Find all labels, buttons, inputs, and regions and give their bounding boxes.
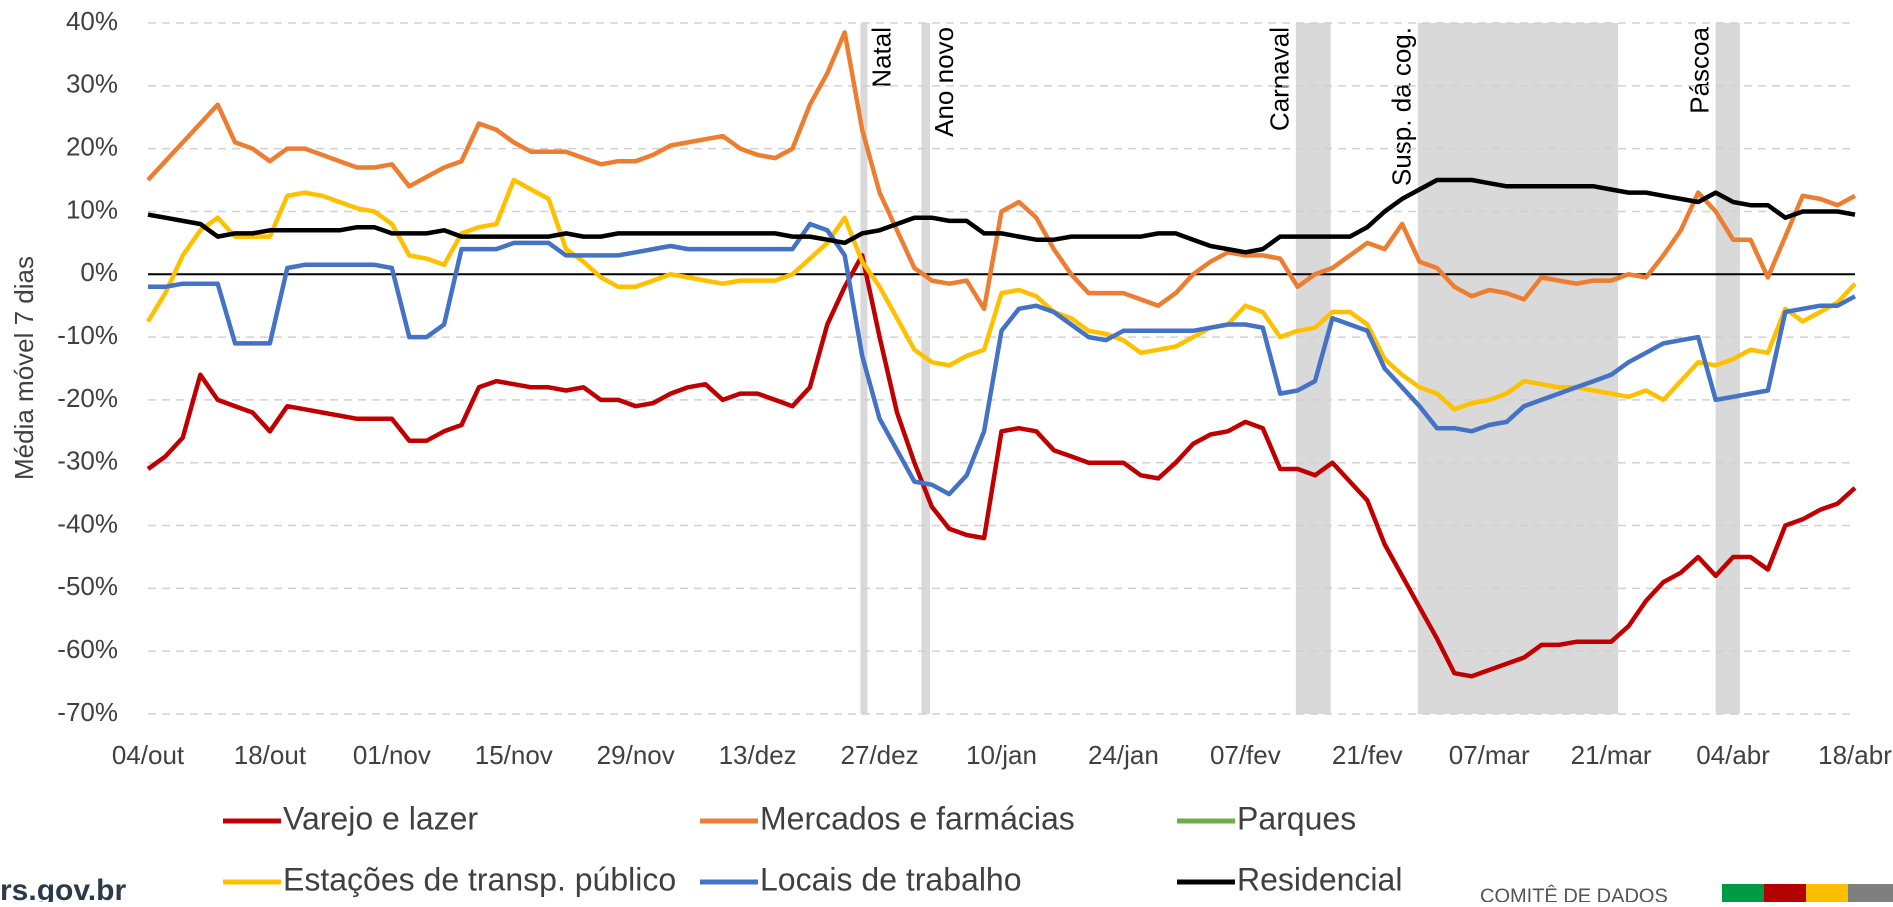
y-tick-label: -30% [57,446,118,476]
x-tick-label: 10/jan [966,740,1037,770]
event-label: Páscoa [1685,26,1715,113]
y-tick-label: 20% [66,132,118,162]
event-label: Natal [866,27,896,88]
event-label: Susp. da cog. [1387,27,1417,186]
y-tick-label: 30% [66,69,118,99]
y-tick-label: 0% [80,257,118,287]
x-tick-label: 01/nov [353,740,431,770]
y-tick-label: -20% [57,383,118,413]
x-tick-label: 07/fev [1210,740,1281,770]
series-line [146,30,1857,312]
x-tick-label: 04/abr [1696,740,1770,770]
x-tick-label: 24/jan [1088,740,1159,770]
event-band [1417,23,1619,714]
event-label: Ano novo [929,27,959,137]
logo-block [1764,884,1806,902]
y-tick-label: 40% [66,6,118,36]
legend-label: Mercados e farmácias [760,800,1075,836]
event-label: Carnaval [1265,27,1295,131]
footer-brand: COMITÊ DE DADOS [1480,884,1668,902]
legend-label: Locais de trabalho [760,861,1022,897]
event-band [1295,23,1331,714]
x-tick-label: 21/mar [1571,740,1652,770]
logo-block [1806,884,1848,902]
series-line [147,177,1856,255]
x-tick-label: 13/dez [719,740,797,770]
x-tick-label: 04/out [112,740,185,770]
y-tick-label: -40% [57,508,118,538]
series-line [148,221,1857,497]
legend-label: Parques [1237,800,1356,836]
series-line [146,253,1857,679]
x-tick-label: 27/dez [841,740,919,770]
logo-block [1722,884,1764,902]
y-tick-label: -60% [57,634,118,664]
logo-block [1848,884,1893,902]
x-tick-label: 29/nov [597,740,675,770]
x-tick-label: 18/abr [1818,740,1892,770]
y-tick-label: 10% [66,194,118,224]
event-band [1715,23,1741,714]
y-axis-label: Média móvel 7 dias [9,256,39,480]
legend-label: Varejo e lazer [283,800,478,836]
event-band [921,23,931,714]
y-tick-label: -10% [57,320,118,350]
x-tick-label: 18/out [234,740,307,770]
legend-label: Residencial [1237,861,1402,897]
y-tick-label: -70% [57,697,118,727]
legend-label: Estações de transp. público [283,861,676,897]
x-tick-label: 15/nov [475,740,553,770]
footer-site: rs.gov.br [0,874,126,902]
y-tick-label: -50% [57,571,118,601]
x-tick-label: 21/fev [1332,740,1403,770]
x-tick-label: 07/mar [1449,740,1530,770]
